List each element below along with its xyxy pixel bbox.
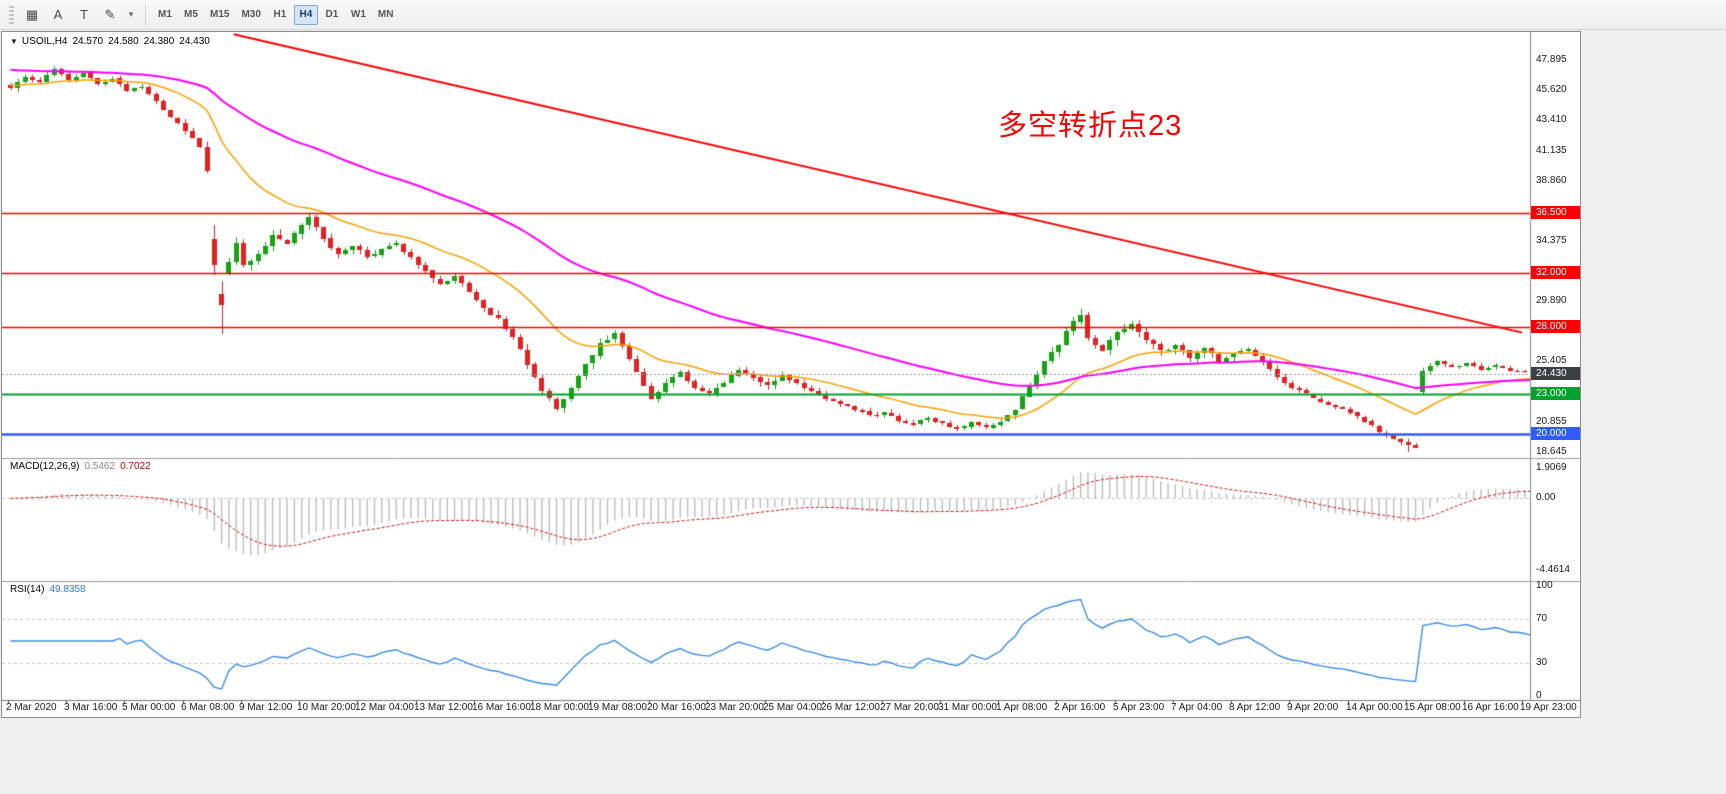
time-axis-label: 18 Mar 00:00: [530, 702, 589, 713]
time-axis-label: 6 Mar 08:00: [181, 702, 235, 713]
price-axis-label: 18.645: [1536, 446, 1567, 457]
time-axis-label: 19 Mar 08:00: [588, 702, 647, 713]
time-axis-label: 1 Apr 08:00: [996, 702, 1048, 713]
time-axis-label: 16 Mar 16:00: [472, 702, 531, 713]
time-axis-label: 12 Mar 04:00: [355, 702, 414, 713]
price-level-tag: 36.500: [1531, 206, 1580, 219]
time-axis-label: 5 Apr 23:00: [1113, 702, 1165, 713]
macd-signal-value: 0.7022: [120, 461, 151, 472]
time-axis-label: 14 Apr 00:00: [1346, 702, 1403, 713]
price-level-tag: 32.000: [1531, 266, 1580, 279]
macd-name: MACD(12,26,9): [10, 461, 80, 472]
macd-axis-label: 0.00: [1536, 492, 1556, 503]
low-value: 24.380: [143, 36, 175, 47]
time-axis-label: 7 Apr 04:00: [1171, 702, 1223, 713]
time-axis-label: 2 Mar 2020: [6, 702, 57, 713]
chevron-down-icon[interactable]: ▾: [128, 9, 134, 19]
draw-tools-icon[interactable]: ✎: [104, 6, 116, 22]
timeframe-button-w1[interactable]: W1: [350, 9, 366, 20]
expander-icon[interactable]: ▼: [10, 37, 18, 46]
time-axis-label: 9 Mar 12:00: [239, 702, 293, 713]
symbol-label: USOIL,H4: [21, 36, 68, 47]
price-axis-label: 25.405: [1536, 355, 1567, 366]
time-axis-label: 26 Mar 12:00: [821, 702, 880, 713]
price-axis-label: 38.860: [1536, 175, 1567, 186]
time-axis-label: 27 Mar 20:00: [880, 702, 939, 713]
time-axis-label: 2 Apr 16:00: [1054, 702, 1106, 713]
chart-grid-icon[interactable]: ▦: [25, 6, 39, 22]
macd-axis-label: -4.4614: [1536, 564, 1570, 575]
macd-axis-label: 1.9069: [1536, 462, 1567, 473]
price-axis-label: 29.890: [1536, 295, 1567, 306]
main-macd-pane-divider[interactable]: [2, 455, 1580, 462]
price-chart-canvas[interactable]: [2, 32, 1580, 716]
high-value: 24.580: [108, 36, 139, 47]
rsi-indicator-label: RSI(14) 49.8358: [10, 584, 86, 595]
rsi-axis-label: 30: [1536, 657, 1548, 668]
time-axis-label: 15 Apr 08:00: [1404, 702, 1461, 713]
price-axis-label: 43.410: [1536, 114, 1567, 125]
macd-rsi-pane-divider[interactable]: [2, 578, 1580, 585]
price-axis-label: 20.855: [1536, 416, 1567, 427]
timeframe-button-h1[interactable]: H1: [273, 9, 287, 20]
chart-window: ▼ USOIL,H4 24.570 24.580 24.380 24.430 MACD(1…: [1, 31, 1581, 718]
time-axis-label: 9 Apr 20:00: [1287, 702, 1339, 713]
timeframe-button-m1[interactable]: M1: [158, 9, 172, 20]
open-value: 24.570: [72, 36, 104, 47]
toolbar-separator: [145, 4, 146, 25]
timeframe-button-h4[interactable]: H4: [293, 4, 318, 25]
timeframe-button-m5[interactable]: M5: [184, 9, 198, 20]
time-axis-label: 23 Mar 20:00: [705, 702, 764, 713]
macd-main-value: 0.5462: [84, 461, 116, 472]
template-icon[interactable]: T: [80, 7, 88, 22]
text-tool-icon[interactable]: A: [53, 7, 63, 22]
time-axis-label: 31 Mar 00:00: [938, 702, 997, 713]
time-axis-label: 25 Mar 04:00: [763, 702, 822, 713]
time-axis-label: 13 Mar 12:00: [414, 702, 473, 713]
rsi-name: RSI(14): [10, 584, 45, 595]
time-axis-label: 19 Apr 23:00: [1520, 702, 1577, 713]
toolbar-grip[interactable]: [9, 5, 14, 24]
close-value: 24.430: [179, 36, 210, 47]
main-toolbar: ▦ A T ✎ ▾ M1 M5 M15 M30 H1 H4 D1 W1 MN: [0, 0, 1726, 30]
rsi-axis-label: 0: [1536, 690, 1542, 701]
macd-indicator-label: MACD(12,26,9) 0.5462 0.7022: [10, 461, 151, 472]
timeframe-button-m30[interactable]: M30: [241, 9, 261, 20]
timeframe-button-d1[interactable]: D1: [325, 9, 339, 20]
price-level-tag: 28.000: [1531, 320, 1580, 333]
price-axis-label: 47.895: [1536, 54, 1567, 65]
price-level-tag: 20.000: [1531, 427, 1580, 440]
rsi-axis-label: 70: [1536, 613, 1548, 624]
time-axis-label: 5 Mar 00:00: [122, 702, 176, 713]
timeframe-button-mn[interactable]: MN: [377, 9, 394, 20]
price-axis-label: 45.620: [1536, 84, 1567, 95]
time-axis-label: 20 Mar 16:00: [647, 702, 706, 713]
price-axis-label: 41.135: [1536, 145, 1567, 156]
time-axis-label: 10 Mar 20:00: [297, 702, 356, 713]
time-axis-label: 3 Mar 16:00: [64, 702, 118, 713]
price-level-tag: 23.000: [1531, 387, 1580, 400]
current-price-tag: 24.430: [1531, 367, 1580, 380]
time-axis-label: 8 Apr 12:00: [1229, 702, 1281, 713]
chart-title: ▼ USOIL,H4 24.570 24.580 24.380 24.430: [10, 36, 210, 47]
chart-text-annotation[interactable]: 多空转折点23: [998, 110, 1183, 142]
rsi-value: 49.8358: [49, 584, 86, 595]
rsi-axis-label: 100: [1536, 580, 1553, 591]
price-axis-label: 34.375: [1536, 235, 1567, 246]
time-axis-label: 16 Apr 16:00: [1462, 702, 1519, 713]
timeframe-button-m15[interactable]: M15: [210, 9, 230, 20]
